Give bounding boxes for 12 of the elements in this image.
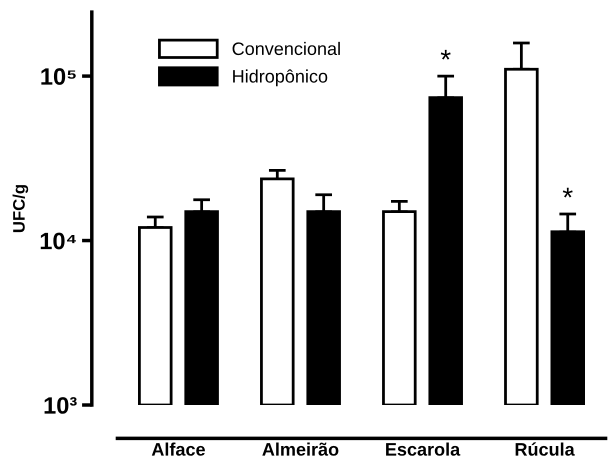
annotation: * (440, 50, 451, 60)
y-tick-label: 10⁵ (41, 68, 76, 85)
legend-label: Hidropônico (233, 69, 328, 86)
x-tick-label: Almeirão (262, 442, 338, 456)
y-tick-label: 10⁴ (40, 232, 76, 250)
legend-label: Convencional (232, 42, 340, 56)
y-axis-title: UFC/g (12, 185, 28, 232)
y-tick-label: 10³ (44, 397, 77, 414)
x-tick-label: Alface (152, 442, 205, 456)
annotation: * (562, 188, 573, 198)
x-tick-label: Escarola (386, 442, 460, 456)
x-tick-label: Rúcula (516, 442, 575, 456)
